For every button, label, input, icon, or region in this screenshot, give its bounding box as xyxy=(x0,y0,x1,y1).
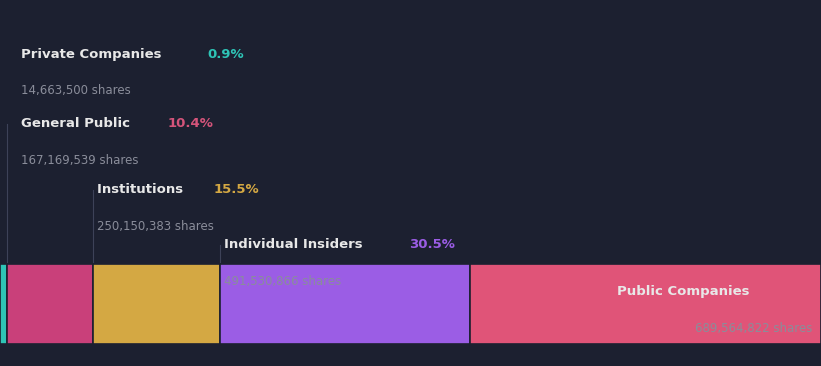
Text: 14,663,500 shares: 14,663,500 shares xyxy=(21,84,131,97)
Text: 15.5%: 15.5% xyxy=(214,183,259,196)
Text: Individual Insiders: Individual Insiders xyxy=(224,238,367,251)
Text: 491,530,866 shares: 491,530,866 shares xyxy=(224,274,342,288)
Text: 0.9%: 0.9% xyxy=(208,48,245,61)
Text: Institutions: Institutions xyxy=(97,183,188,196)
Text: 167,169,539 shares: 167,169,539 shares xyxy=(21,154,138,167)
Text: 30.5%: 30.5% xyxy=(409,238,455,251)
Text: Public Companies: Public Companies xyxy=(617,285,754,299)
Bar xyxy=(93,264,220,344)
Bar xyxy=(7,264,93,344)
Text: 10.4%: 10.4% xyxy=(167,117,213,130)
Bar xyxy=(0,264,7,344)
Bar xyxy=(470,264,821,344)
Text: 42.7%: 42.7% xyxy=(767,285,813,299)
Text: Private Companies: Private Companies xyxy=(21,48,166,61)
Bar xyxy=(220,264,470,344)
Text: General Public: General Public xyxy=(21,117,134,130)
Text: 689,564,822 shares: 689,564,822 shares xyxy=(695,322,813,335)
Text: 250,150,383 shares: 250,150,383 shares xyxy=(97,220,213,233)
